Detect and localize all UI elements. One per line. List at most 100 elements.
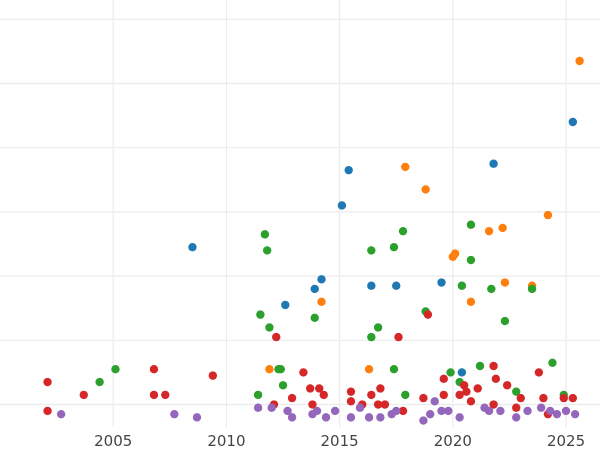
x-tick-label: 2015 (321, 432, 359, 450)
data-point (498, 223, 507, 233)
data-point (392, 281, 401, 290)
data-point (79, 390, 88, 400)
data-point (367, 246, 376, 255)
series-3 (43, 310, 578, 419)
data-point (346, 397, 356, 406)
x-tick-label: 2020 (434, 432, 472, 450)
data-point (367, 332, 376, 342)
data-point (276, 365, 285, 374)
data-point (455, 390, 464, 400)
data-point (455, 413, 464, 422)
grid-layer (0, 0, 600, 427)
x-tick-labels: 2005 2010 2015 2020 2025 (94, 432, 585, 450)
data-point (170, 409, 179, 419)
data-point (496, 406, 505, 416)
data-point (473, 384, 482, 393)
series-0 (188, 117, 578, 377)
data-point (188, 243, 197, 252)
data-point (516, 393, 525, 403)
data-point (466, 397, 476, 406)
data-point (319, 390, 328, 400)
data-point (283, 406, 292, 416)
data-point (262, 246, 272, 255)
data-point (149, 390, 159, 400)
data-point (299, 368, 308, 377)
data-point (570, 409, 580, 419)
data-point (373, 400, 383, 409)
x-tick-label: 2010 (207, 432, 245, 450)
data-point (419, 393, 428, 403)
data-point (330, 406, 340, 416)
data-point (512, 403, 521, 412)
data-point (43, 406, 52, 416)
data-point (287, 393, 297, 403)
data-point (568, 393, 578, 403)
data-point (475, 361, 485, 371)
data-point (367, 281, 376, 290)
data-point (575, 56, 584, 66)
data-point (523, 406, 532, 416)
data-point (346, 413, 356, 422)
data-point (398, 226, 408, 236)
data-point (484, 406, 494, 416)
data-point (450, 249, 460, 258)
data-point (568, 117, 578, 127)
data-point (534, 368, 544, 377)
data-point (317, 275, 326, 284)
data-point (512, 387, 521, 396)
data-point (401, 162, 410, 172)
data-point (539, 393, 548, 403)
data-point (373, 323, 383, 332)
data-point (459, 381, 469, 390)
data-point (561, 406, 571, 416)
data-point (421, 185, 430, 194)
data-point (527, 284, 537, 294)
data-point (489, 361, 498, 371)
data-point (500, 278, 510, 287)
data-point (272, 332, 281, 342)
data-point (430, 397, 439, 406)
data-point (380, 400, 390, 409)
data-point (308, 400, 317, 409)
data-point (394, 332, 403, 342)
series-2 (95, 220, 568, 400)
data-point (95, 377, 104, 387)
data-point (489, 400, 498, 409)
data-point (337, 201, 347, 210)
data-point (419, 416, 428, 425)
data-point (446, 368, 455, 377)
data-point (462, 387, 471, 396)
data-point (312, 406, 322, 416)
data-point (367, 390, 376, 400)
data-point (466, 297, 476, 306)
data-point (265, 365, 274, 374)
data-point (315, 384, 324, 393)
data-point (376, 384, 385, 393)
data-point (56, 409, 66, 419)
series-1 (265, 56, 584, 374)
data-point (389, 243, 399, 252)
data-point (512, 413, 521, 422)
x-tick-label: 2025 (547, 432, 585, 450)
data-point (502, 381, 512, 390)
data-point (364, 365, 374, 374)
data-point (552, 409, 562, 419)
data-point (437, 278, 446, 287)
data-point (287, 413, 297, 422)
data-point (491, 374, 501, 384)
data-point (364, 413, 374, 422)
data-point (466, 220, 476, 229)
data-point (281, 300, 290, 310)
data-point (192, 413, 202, 422)
data-point (278, 381, 288, 390)
data-point (425, 409, 435, 419)
data-point (111, 365, 120, 374)
data-point (398, 406, 408, 416)
data-point (536, 403, 546, 412)
data-point (548, 358, 557, 367)
data-point (310, 313, 319, 323)
data-point (484, 226, 494, 236)
data-point (253, 403, 263, 412)
data-point (500, 316, 510, 326)
